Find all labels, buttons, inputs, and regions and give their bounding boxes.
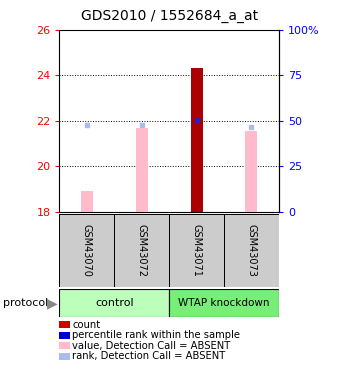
Text: count: count (72, 320, 101, 330)
Bar (59, 289, 169, 317)
Bar (169, 214, 224, 287)
Text: protocol: protocol (3, 298, 49, 308)
Bar (169, 289, 279, 317)
Text: rank, Detection Call = ABSENT: rank, Detection Call = ABSENT (72, 351, 226, 361)
Text: value, Detection Call = ABSENT: value, Detection Call = ABSENT (72, 341, 231, 351)
Text: percentile rank within the sample: percentile rank within the sample (72, 330, 240, 340)
Text: control: control (95, 298, 134, 308)
Text: GSM43070: GSM43070 (82, 224, 92, 277)
Bar (136, 129, 148, 212)
Text: GSM43073: GSM43073 (246, 224, 256, 277)
Text: ▶: ▶ (47, 296, 58, 310)
Text: GDS2010 / 1552684_a_at: GDS2010 / 1552684_a_at (82, 9, 258, 23)
Bar (190, 68, 203, 212)
Text: GSM43071: GSM43071 (191, 224, 202, 277)
Bar (245, 131, 257, 212)
Text: WTAP knockdown: WTAP knockdown (178, 298, 270, 308)
Bar (59, 214, 114, 287)
Bar (224, 214, 279, 287)
Bar (114, 214, 169, 287)
Text: GSM43072: GSM43072 (137, 224, 147, 277)
Bar (81, 190, 93, 212)
